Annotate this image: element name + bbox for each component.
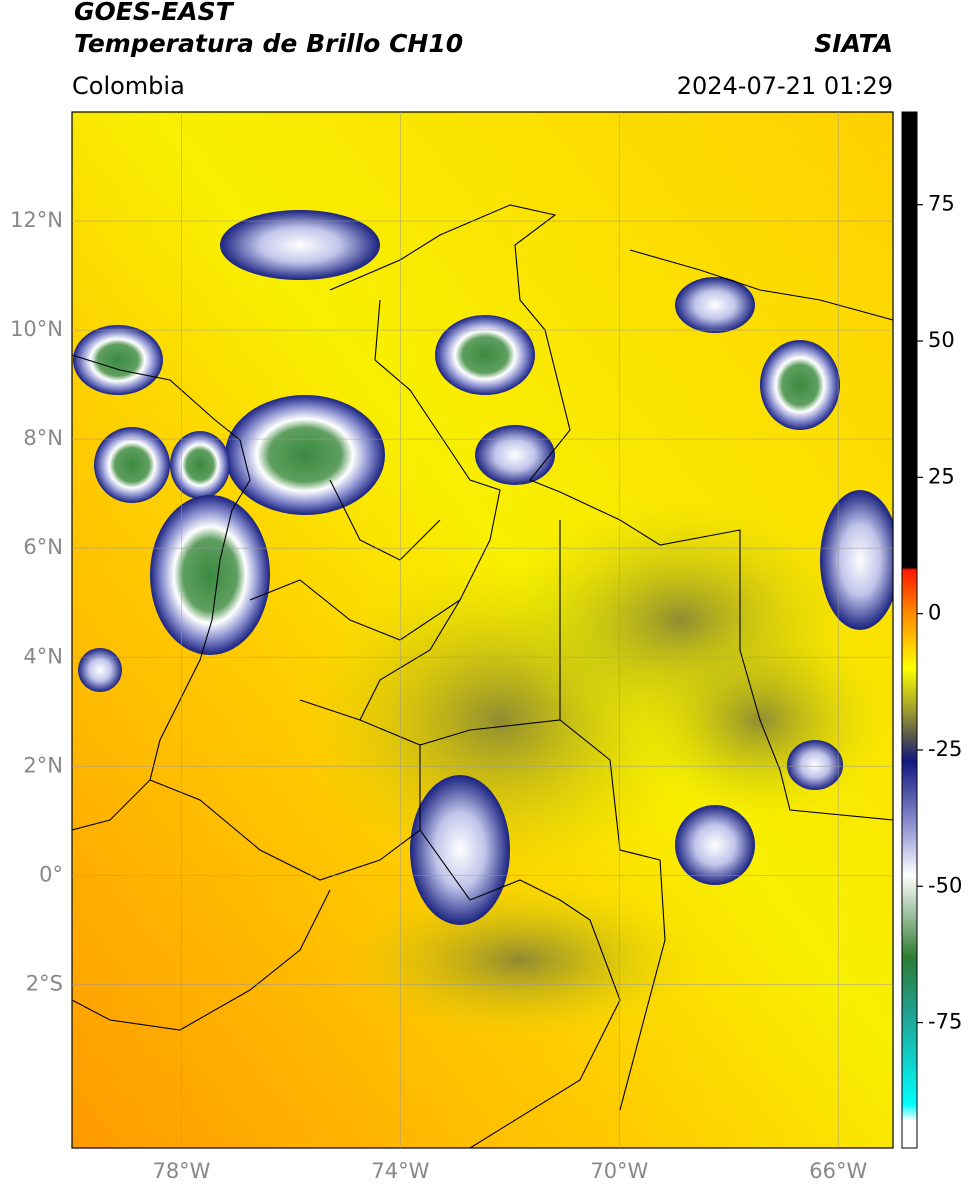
graticule: [72, 112, 893, 1148]
colorbar-tick-label: 0: [928, 601, 941, 625]
source: SIATA: [814, 29, 893, 58]
y-tick-label: 0°: [39, 862, 63, 886]
map-image: [72, 112, 893, 1148]
region: Colombia: [72, 72, 185, 100]
x-tick-label: 66°W: [809, 1159, 867, 1183]
colorbar: [901, 111, 918, 1149]
y-tick-label: 4°N: [23, 644, 63, 668]
colorbar-tick-label: 50: [928, 328, 955, 352]
y-tick-label: 6°N: [23, 535, 63, 559]
y-tick-label: 10°N: [10, 317, 63, 341]
colorbar-tick-label: -75: [928, 1010, 962, 1034]
y-tick-label: 2°N: [23, 753, 63, 777]
map-frame: [71, 111, 894, 1149]
subtitle: Temperatura de Brillo CH10: [74, 29, 463, 58]
colorbar-tick-label: -50: [928, 873, 962, 897]
colorbar-tick-label: 25: [928, 464, 955, 488]
y-tick-label: 2°S: [26, 971, 63, 995]
colorbar-tick-label: -25: [928, 737, 962, 761]
x-tick-label: 74°W: [371, 1159, 429, 1183]
y-tick-label: 8°N: [23, 426, 63, 450]
x-tick-label: 78°W: [152, 1159, 210, 1183]
datetime: 2024-07-21 01:29: [677, 72, 893, 100]
y-tick-label: 12°N: [10, 208, 63, 232]
title: GOES-EAST: [74, 0, 235, 26]
colorbar-tick-label: 75: [928, 192, 955, 216]
x-tick-label: 70°W: [590, 1159, 648, 1183]
